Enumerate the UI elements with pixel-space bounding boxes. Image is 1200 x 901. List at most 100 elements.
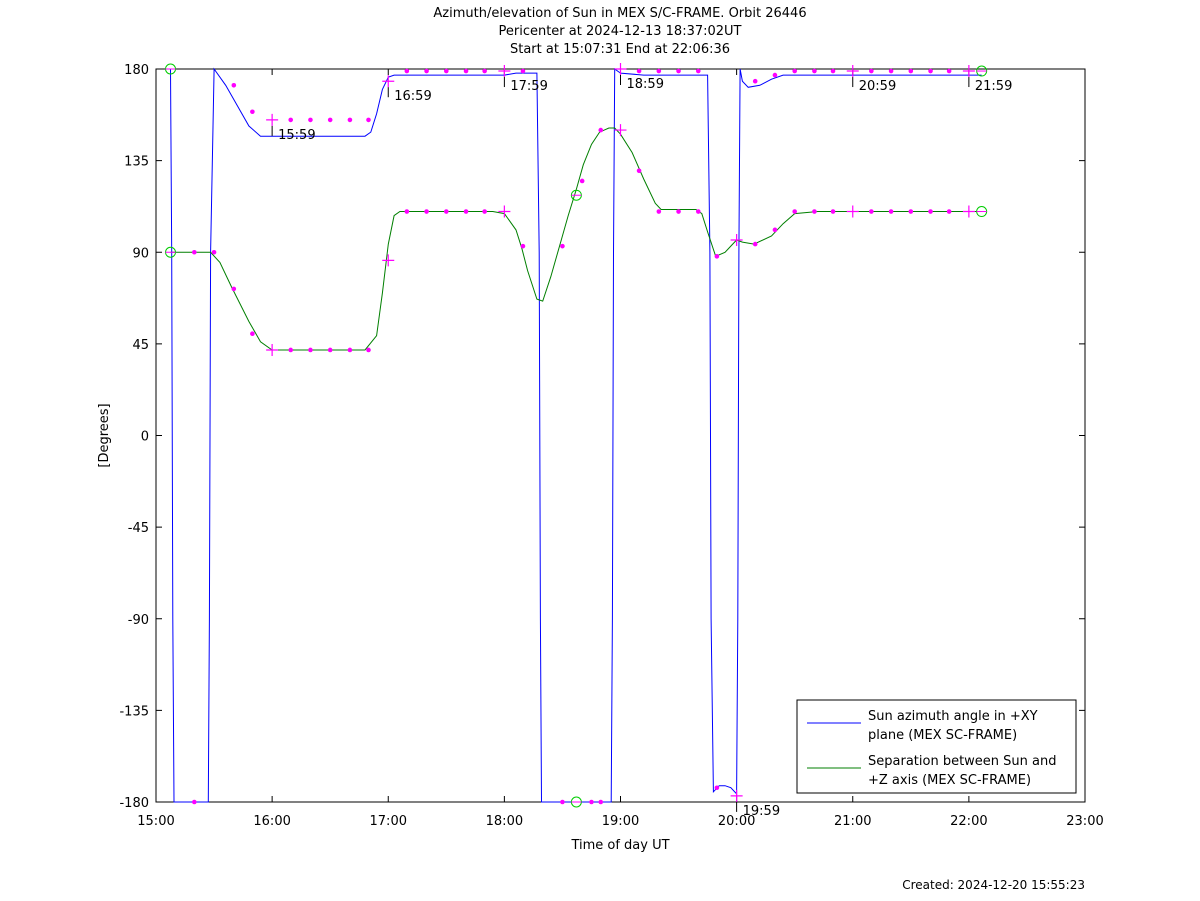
sample-point — [424, 68, 429, 74]
sample-point — [231, 82, 237, 88]
sample-point — [424, 209, 429, 214]
legend-label: +Z axis (MEX SC-FRAME) — [868, 773, 1031, 788]
separation-series-line — [170, 127, 982, 351]
sample-point — [579, 178, 585, 184]
sample-point — [908, 68, 914, 74]
sample-point — [928, 209, 933, 214]
sample-point — [636, 168, 642, 174]
title-line: Start at 15:07:31 End at 22:06:36 — [510, 42, 730, 57]
y-tick-label: 135 — [124, 155, 149, 170]
hour-annotation-label: 20:59 — [859, 79, 896, 94]
hour-marker — [382, 75, 395, 88]
sample-point — [830, 209, 836, 214]
hour-annotation-label: 19:59 — [743, 804, 780, 819]
hour-marker — [266, 343, 279, 356]
sample-point — [560, 799, 565, 805]
sample-point — [888, 209, 894, 214]
hour-annotation-label: 17:59 — [510, 79, 547, 94]
sample-point — [327, 347, 333, 353]
sample-point — [946, 209, 952, 214]
sample-point — [598, 127, 604, 133]
hour-marker — [614, 124, 627, 137]
x-tick-label: 18:00 — [486, 814, 523, 829]
sample-point — [560, 243, 565, 249]
y-tick-label: -90 — [128, 613, 149, 628]
sample-point — [463, 209, 469, 214]
hour-marker — [730, 234, 743, 247]
sample-point — [463, 68, 469, 74]
sample-point — [696, 68, 701, 74]
sample-point — [656, 209, 662, 214]
sample-point — [366, 117, 371, 123]
y-tick-label: 0 — [141, 430, 149, 445]
sample-point — [250, 109, 255, 115]
sample-point — [752, 78, 758, 84]
x-axis-label: Time of day UT — [570, 838, 669, 853]
sample-point — [520, 243, 526, 249]
created-timestamp: Created: 2024-12-20 15:55:23 — [902, 878, 1085, 892]
sample-point — [598, 799, 604, 805]
hour-marker — [498, 205, 511, 218]
legend-label: Separation between Sun and — [868, 754, 1056, 769]
sample-point — [908, 209, 914, 214]
sample-point — [772, 227, 778, 233]
x-tick-label: 20:00 — [718, 814, 755, 829]
sample-point — [366, 347, 371, 353]
sample-point — [636, 68, 642, 74]
x-tick-label: 15:00 — [137, 814, 174, 829]
legend-label: Sun azimuth angle in +XY — [868, 709, 1038, 724]
hour-annotation-label: 21:59 — [975, 79, 1012, 94]
sample-point — [830, 68, 836, 74]
y-axis-label: [Degrees] — [97, 403, 112, 467]
sample-point — [869, 209, 874, 214]
sample-point — [288, 117, 294, 123]
sample-point — [231, 286, 237, 292]
hour-marker — [382, 254, 395, 267]
sample-point — [347, 347, 353, 353]
sample-point — [656, 68, 662, 74]
y-tick-label: -180 — [119, 796, 149, 811]
sample-point — [444, 68, 449, 74]
hour-annotation-label: 16:59 — [394, 89, 431, 104]
y-tick-label: 45 — [132, 338, 149, 353]
x-tick-label: 22:00 — [950, 814, 987, 829]
sample-point — [792, 68, 797, 74]
hour-marker — [266, 113, 279, 126]
sample-point — [946, 68, 952, 74]
hour-marker — [962, 65, 975, 78]
title-line: Azimuth/elevation of Sun in MEX S/C-FRAM… — [433, 6, 806, 21]
x-tick-label: 23:00 — [1066, 814, 1103, 829]
sample-point — [792, 209, 797, 214]
legend: Sun azimuth angle in +XY plane (MEX SC-FR… — [796, 699, 1077, 794]
hour-marker — [614, 63, 627, 75]
legend-box — [796, 699, 1077, 794]
sample-point — [347, 117, 353, 123]
legend-label: plane (MEX SC-FRAME) — [868, 728, 1017, 743]
sample-point — [714, 785, 720, 791]
sample-point — [192, 799, 197, 805]
sample-point — [520, 68, 526, 74]
sample-point — [308, 117, 313, 123]
hour-annotation-label: 18:59 — [627, 77, 664, 92]
azimuth-series-line — [170, 67, 982, 803]
hour-annotations: 15:59 16:59 17:59 18:59 19:59 20:59 21:59 — [271, 75, 1012, 819]
x-tick-label: 16:00 — [253, 814, 290, 829]
sample-point — [288, 347, 294, 353]
sample-point — [812, 68, 817, 74]
hour-marker — [846, 205, 859, 218]
sample-point — [211, 249, 217, 255]
sample-point — [250, 331, 255, 336]
sample-point — [444, 209, 449, 214]
y-tick-label: -135 — [119, 704, 149, 719]
sample-point — [192, 249, 197, 255]
hour-marker — [498, 65, 511, 78]
hour-annotation-label: 15:59 — [278, 128, 315, 143]
sample-point — [676, 68, 681, 74]
title-line: Pericenter at 2024-12-13 18:37:02UT — [498, 24, 741, 39]
y-tick-label: -45 — [128, 521, 149, 536]
sample-point — [589, 799, 594, 805]
sample-point — [812, 209, 817, 214]
y-tick-label: 180 — [124, 63, 149, 78]
x-tick-label: 19:00 — [602, 814, 639, 829]
